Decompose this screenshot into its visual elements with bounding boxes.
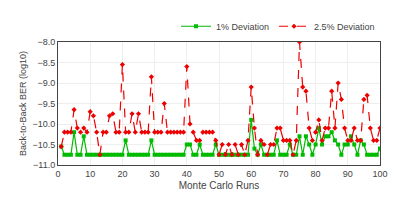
- svg-text:−10.5: −10.5: [32, 140, 55, 150]
- svg-text:−8.5: −8.5: [37, 58, 55, 68]
- svg-text:−9.0: −9.0: [37, 78, 55, 88]
- svg-text:20: 20: [117, 169, 127, 179]
- svg-text:30: 30: [150, 169, 160, 179]
- svg-text:1% Deviation: 1% Deviation: [216, 22, 269, 32]
- svg-text:60: 60: [246, 169, 256, 179]
- svg-text:2.5% Deviation: 2.5% Deviation: [314, 22, 375, 32]
- svg-text:−9.5: −9.5: [37, 99, 55, 109]
- svg-text:Monte Carlo Runs: Monte Carlo Runs: [179, 180, 260, 191]
- svg-text:70: 70: [278, 169, 288, 179]
- svg-text:40: 40: [182, 169, 192, 179]
- svg-text:100: 100: [372, 169, 387, 179]
- svg-text:10: 10: [85, 169, 95, 179]
- svg-text:90: 90: [343, 169, 353, 179]
- svg-text:80: 80: [311, 169, 321, 179]
- svg-text:Back-to-Back BER (log10): Back-to-Back BER (log10): [18, 51, 28, 156]
- svg-text:0: 0: [55, 169, 60, 179]
- svg-text:−8.0: −8.0: [37, 37, 55, 47]
- svg-text:−11.0: −11.0: [33, 160, 55, 170]
- svg-text:−10.0: −10.0: [32, 119, 55, 129]
- svg-text:50: 50: [214, 169, 224, 179]
